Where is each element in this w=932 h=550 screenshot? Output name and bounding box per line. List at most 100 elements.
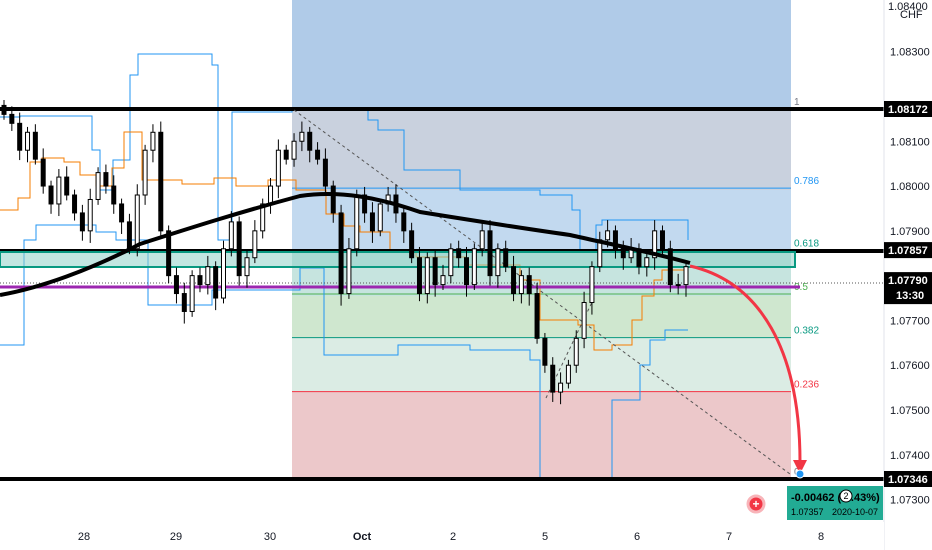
candle-body bbox=[620, 248, 626, 259]
forecast-arrowhead bbox=[793, 460, 807, 474]
time-axis[interactable] bbox=[0, 522, 884, 550]
fib-level-label: 1 bbox=[794, 97, 800, 108]
candle-body bbox=[526, 275, 532, 295]
candle-body bbox=[448, 248, 454, 277]
trend-dashed-line[interactable] bbox=[293, 109, 791, 475]
candle-body bbox=[659, 230, 665, 250]
forecast-target-label: 1.07357 bbox=[791, 507, 824, 517]
fib-level-label: 0.382 bbox=[794, 326, 819, 337]
countdown-label: 13:30 bbox=[896, 290, 924, 302]
candle-body bbox=[40, 158, 46, 187]
fib-level-label: 0.618 bbox=[794, 238, 819, 249]
candle-body bbox=[644, 257, 650, 268]
x-tick-label: 7 bbox=[726, 531, 732, 543]
last-price-tag-box bbox=[884, 272, 932, 305]
candle-body bbox=[103, 172, 109, 187]
forecast-change-label: -0.00462 (-0.43%) bbox=[791, 492, 880, 504]
candle-body bbox=[299, 131, 305, 142]
candle-body bbox=[158, 131, 164, 232]
candle-body bbox=[220, 248, 226, 299]
y-tick-label: 1.08300 bbox=[890, 47, 930, 59]
resistance-price-tag-box bbox=[884, 101, 932, 117]
candle-body bbox=[432, 257, 438, 286]
candle-body bbox=[675, 284, 681, 287]
candle-body bbox=[612, 230, 618, 250]
last-price-label: 1.07790 bbox=[888, 275, 928, 287]
fib-zone-1-0786 bbox=[292, 108, 791, 190]
x-tick-label: 8 bbox=[818, 531, 824, 543]
x-tick-label: 6 bbox=[634, 531, 640, 543]
candle-body bbox=[369, 212, 375, 232]
candle-body bbox=[534, 293, 540, 339]
candle-body bbox=[589, 266, 595, 304]
candle-body bbox=[48, 185, 54, 205]
candle-body bbox=[424, 257, 430, 295]
forecast-label[interactable]: -0.00462 (-0.43%) 1.07357 2020-10-07 2 bbox=[787, 486, 883, 520]
resistance-price-tag-label: 1.08172 bbox=[888, 104, 928, 116]
fib-retracement-zones bbox=[292, 0, 791, 478]
x-tick-label: 5 bbox=[542, 531, 548, 543]
fib-zone-above bbox=[292, 0, 791, 108]
candle-body bbox=[9, 113, 15, 124]
candle-body bbox=[495, 248, 501, 277]
candle-body bbox=[416, 257, 422, 295]
candle-body bbox=[377, 203, 383, 232]
x-tick-label: Oct bbox=[353, 531, 372, 543]
candle-body bbox=[283, 149, 289, 160]
y-ticks: 1.08300 1.08100 1.08000 1.07900 1.07700 1.076… bbox=[890, 47, 930, 507]
candle-body bbox=[605, 230, 611, 241]
candle-body bbox=[401, 212, 407, 232]
candle-body bbox=[542, 337, 548, 366]
candle-body bbox=[236, 221, 242, 277]
candle-body bbox=[244, 257, 250, 277]
y-tick-label: 1.08000 bbox=[890, 181, 930, 193]
candle-body bbox=[166, 230, 172, 277]
candle-body bbox=[581, 302, 587, 339]
candle-body bbox=[558, 382, 564, 393]
fib-zone-0236-0 bbox=[292, 391, 791, 478]
candle-body bbox=[56, 176, 62, 205]
fib-zone-05-0382 bbox=[292, 296, 791, 338]
candle-body bbox=[338, 212, 344, 295]
candle-body bbox=[346, 248, 352, 295]
candle-body bbox=[652, 230, 658, 259]
channel-mid-line bbox=[0, 131, 688, 351]
candle-body bbox=[72, 194, 78, 214]
y-tick-label: 1.07900 bbox=[890, 226, 930, 238]
plus-icon: + bbox=[752, 497, 759, 511]
candle-body bbox=[275, 149, 281, 187]
candle-body bbox=[181, 293, 187, 312]
y-tick-label: 1.07400 bbox=[890, 450, 930, 462]
candle-body bbox=[440, 275, 446, 286]
fib-level-label: 0.5 bbox=[794, 282, 808, 293]
y-tick-label: 1.08100 bbox=[890, 136, 930, 148]
moving-average-line bbox=[0, 192, 691, 297]
candle-body bbox=[268, 185, 274, 205]
pivot-zone-box[interactable] bbox=[0, 251, 796, 268]
y-tick-label: 1.07600 bbox=[890, 360, 930, 372]
x-tick-label: 29 bbox=[170, 531, 182, 543]
candle-body bbox=[1, 104, 7, 115]
add-alert-button[interactable]: + bbox=[746, 494, 766, 514]
forecast-badge-text: 2 bbox=[843, 491, 848, 501]
forecast-arrow[interactable] bbox=[689, 264, 802, 463]
x-tick-label: 28 bbox=[78, 531, 90, 543]
forecast-target-point[interactable] bbox=[795, 469, 805, 479]
candle-body bbox=[64, 176, 70, 196]
candle-body bbox=[464, 257, 470, 286]
candle-body bbox=[471, 248, 477, 286]
fib-level-label: 0.786 bbox=[794, 176, 819, 187]
candle-body bbox=[487, 230, 493, 277]
candle-body bbox=[111, 185, 117, 205]
candle-body bbox=[518, 275, 524, 295]
candle-body bbox=[456, 248, 462, 259]
candle-body bbox=[17, 122, 23, 151]
y-tick-label: 1.07300 bbox=[890, 495, 930, 507]
pivot-price-tag-box bbox=[884, 242, 932, 259]
candle-body bbox=[87, 198, 93, 232]
candle-body bbox=[260, 203, 266, 232]
x-ticks: 28 29 30 Oct 2 5 6 7 8 bbox=[78, 531, 824, 543]
candle-body bbox=[79, 212, 85, 232]
